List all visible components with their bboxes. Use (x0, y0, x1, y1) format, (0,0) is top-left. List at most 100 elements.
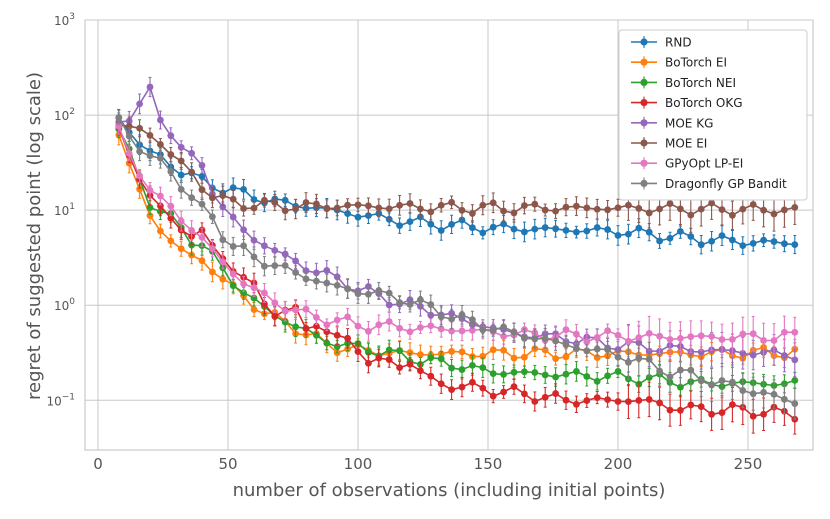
y-tick-exponent: 0 (69, 297, 75, 307)
data-point (708, 237, 715, 245)
data-point (489, 346, 497, 354)
data-point (240, 226, 248, 234)
data-point (510, 368, 518, 376)
data-point (739, 387, 747, 394)
data-point (604, 206, 611, 214)
data-point (469, 316, 476, 324)
data-point (583, 373, 591, 380)
data-point (302, 275, 310, 283)
data-point (167, 151, 175, 158)
data-point (593, 354, 601, 361)
data-point (656, 367, 663, 375)
data-point (458, 206, 466, 214)
data-point (344, 201, 351, 209)
data-point (500, 388, 507, 396)
data-point (271, 199, 279, 206)
data-point (541, 393, 549, 401)
data-point (791, 203, 799, 211)
data-point (749, 390, 757, 398)
data-point (354, 322, 362, 330)
data-point (656, 205, 663, 213)
data-point (240, 205, 248, 212)
data-point (718, 377, 726, 384)
data-point (167, 202, 175, 210)
data-point (593, 377, 601, 385)
data-point (437, 313, 445, 321)
data-point (261, 196, 268, 204)
data-point (344, 313, 351, 321)
data-point (541, 224, 549, 231)
data-point (521, 202, 528, 209)
y-tick-exponent: 2 (69, 107, 75, 117)
data-point (385, 289, 393, 297)
data-point (250, 294, 258, 302)
data-point (146, 212, 154, 220)
data-point (198, 200, 206, 208)
data-point (437, 380, 445, 388)
data-point (292, 205, 299, 213)
data-point (677, 335, 684, 342)
data-point (562, 353, 570, 361)
data-point (791, 356, 799, 364)
data-point (625, 398, 632, 406)
data-point (323, 267, 331, 274)
data-point (427, 322, 435, 330)
data-point (157, 192, 164, 200)
data-point (365, 359, 372, 367)
data-point (188, 227, 196, 234)
data-point (375, 354, 383, 362)
data-point (146, 152, 154, 160)
data-point (521, 390, 528, 398)
data-point (157, 154, 164, 162)
data-point (365, 348, 372, 356)
data-point (479, 352, 487, 360)
data-point (323, 205, 331, 213)
data-point (167, 214, 175, 222)
data-point (791, 328, 799, 336)
legend-marker (640, 119, 648, 127)
data-point (281, 318, 289, 326)
y-tick-base: 10 (54, 204, 69, 218)
data-point (729, 401, 736, 409)
data-point (323, 339, 331, 347)
x-axis-label: number of observations (including initia… (233, 480, 666, 501)
data-point (292, 306, 299, 314)
x-tick-label: 100 (344, 455, 373, 473)
data-point (448, 198, 455, 206)
legend-item: MOE KG (631, 116, 713, 130)
data-point (219, 192, 227, 200)
data-point (656, 237, 663, 245)
data-point (562, 370, 570, 378)
data-point (157, 202, 164, 210)
data-point (323, 279, 331, 287)
data-point (697, 377, 705, 385)
data-point (697, 403, 705, 411)
data-point (188, 149, 196, 157)
data-point (167, 132, 175, 140)
data-point (281, 262, 289, 269)
data-point (531, 200, 539, 208)
data-point (500, 370, 507, 378)
data-point (396, 324, 403, 332)
data-point (562, 341, 570, 349)
y-tick-label: 102 (54, 107, 75, 123)
legend-marker (640, 99, 648, 107)
data-point (562, 227, 570, 234)
legend-label: BoTorch EI (665, 56, 727, 70)
y-tick-base: 10 (54, 14, 69, 28)
data-point (354, 290, 362, 298)
data-point (791, 400, 799, 408)
data-point (417, 296, 424, 304)
data-point (552, 373, 559, 381)
legend-item: Dragonfly GP Bandit (631, 177, 787, 191)
data-point (510, 328, 518, 336)
data-point (781, 352, 788, 359)
data-point (729, 211, 736, 219)
data-point (240, 289, 248, 297)
data-point (687, 401, 695, 409)
data-point (146, 204, 154, 211)
x-tick-label: 150 (474, 455, 503, 473)
data-point (749, 412, 757, 420)
data-point (406, 360, 414, 368)
data-point (281, 207, 289, 215)
